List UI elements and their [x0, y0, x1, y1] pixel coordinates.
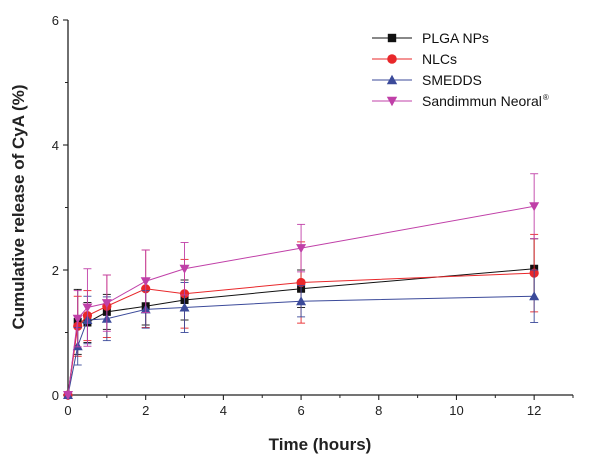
data-point: [101, 299, 112, 309]
data-point: [529, 291, 540, 301]
series-sandimmun-neoral: [63, 173, 540, 400]
data-point: [529, 202, 540, 212]
x-axis-title: Time (hours): [269, 435, 372, 454]
y-tick-label-4: 4: [52, 138, 59, 153]
x-tick-label-10: 10: [449, 403, 463, 418]
legend-marker: [387, 54, 397, 64]
data-point: [179, 264, 190, 274]
legend-superscript: ®: [543, 93, 549, 102]
y-tick-label-0: 0: [52, 388, 59, 403]
x-tick-label-0: 0: [64, 403, 71, 418]
data-point: [296, 296, 307, 306]
legend-item-3: Sandimmun Neoral ®: [372, 93, 549, 109]
series-smedds: [63, 269, 540, 399]
legend-marker: [387, 33, 397, 43]
axes: [67, 20, 573, 396]
x-tick-label-2: 2: [142, 403, 149, 418]
x-tick-label-4: 4: [220, 403, 227, 418]
legend-label: Sandimmun Neoral: [422, 93, 542, 109]
series-layer: [63, 173, 540, 400]
data-point: [63, 391, 73, 400]
data-point: [140, 277, 151, 287]
data-point: [179, 302, 190, 312]
x-tick-label-12: 12: [527, 403, 541, 418]
legend-item-0: PLGA NPs: [372, 30, 489, 46]
x-tick-label-6: 6: [297, 403, 304, 418]
data-point: [296, 244, 307, 254]
data-point: [82, 303, 93, 313]
x-tick-label-8: 8: [375, 403, 382, 418]
legend-label: SMEDDS: [422, 72, 482, 88]
y-axis-title: Cumulative release of CyA (%): [9, 85, 28, 330]
legend-marker: [386, 96, 398, 107]
legend-label: NLCs: [422, 51, 457, 67]
legend-label: PLGA NPs: [422, 30, 489, 46]
legend-item-2: SMEDDS: [372, 72, 482, 88]
series-line: [67, 295, 535, 396]
ticks: 0 2 4 6 8 10 12 0 2 4 6: [52, 13, 574, 418]
data-point: [296, 277, 306, 288]
y-tick-label-6: 6: [52, 13, 59, 28]
y-tick-label-2: 2: [52, 263, 59, 278]
legend: PLGA NPs NLCs SMEDDS Sandimmun Neoral ®: [372, 30, 549, 109]
legend-item-1: NLCs: [372, 51, 457, 67]
data-point: [72, 314, 83, 324]
legend-marker: [386, 74, 398, 85]
